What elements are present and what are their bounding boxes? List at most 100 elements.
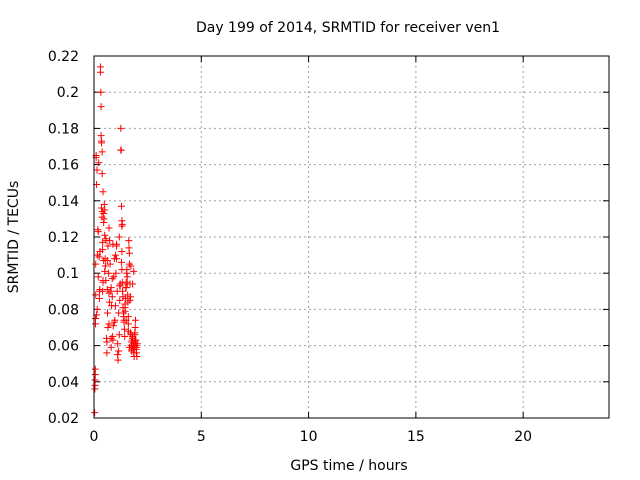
y-axis-label: SRMTID / TECUs: [6, 181, 22, 294]
data-point: [103, 349, 111, 357]
data-point: [125, 249, 133, 257]
data-point: [101, 267, 109, 275]
x-tick-label: 20: [514, 429, 532, 445]
data-point: [95, 295, 103, 303]
data-point: [133, 352, 141, 360]
data-point: [122, 316, 130, 324]
data-point: [116, 282, 124, 290]
data-point: [103, 257, 111, 265]
data-point: [131, 329, 139, 337]
data-point: [105, 320, 113, 328]
data-point: [104, 309, 112, 317]
data-point: [117, 202, 125, 210]
data-point: [97, 88, 105, 96]
data-point: [105, 298, 113, 306]
data-point: [96, 68, 104, 76]
data-point: [111, 302, 119, 310]
data-point: [99, 246, 107, 254]
data-point: [132, 345, 140, 353]
data-point: [101, 262, 109, 270]
data-point: [94, 273, 102, 281]
data-point: [99, 287, 107, 295]
data-point: [131, 336, 139, 344]
data-point: [121, 304, 129, 312]
data-point: [98, 148, 106, 156]
data-point: [129, 280, 137, 288]
data-point: [109, 322, 117, 330]
data-point: [124, 320, 132, 328]
data-point: [125, 260, 133, 268]
data-point: [105, 289, 113, 297]
data-point: [95, 253, 103, 261]
data-point: [91, 409, 99, 417]
data-point: [99, 238, 107, 246]
data-point: [122, 295, 130, 303]
data-point: [104, 242, 112, 250]
plot-area-border: [93, 55, 610, 419]
data-point: [98, 204, 106, 212]
data-point: [107, 343, 115, 351]
data-point: [114, 356, 122, 364]
data-point: [115, 331, 123, 339]
data-point: [124, 313, 132, 321]
data-point: [121, 333, 129, 341]
data-point: [103, 338, 111, 346]
data-point: [117, 258, 125, 266]
data-point: [133, 340, 141, 348]
data-point: [111, 251, 119, 259]
data-point: [108, 275, 116, 283]
data-point: [98, 208, 106, 216]
data-points: [91, 63, 141, 417]
data-point: [102, 235, 110, 243]
data-point: [101, 231, 109, 239]
data-point: [117, 146, 125, 154]
data-point: [125, 237, 133, 245]
data-point: [125, 343, 133, 351]
data-point: [115, 233, 123, 241]
data-point: [124, 327, 132, 335]
y-tick-label: 0.1: [57, 266, 79, 282]
data-point: [123, 266, 131, 274]
y-tick-label: 0.06: [48, 339, 79, 355]
data-point: [112, 269, 120, 277]
data-point: [117, 124, 125, 132]
data-point: [92, 314, 100, 322]
data-point: [110, 255, 118, 263]
data-point: [118, 220, 126, 228]
chart-title: Day 199 of 2014, SRMTID for receiver ven…: [196, 20, 500, 36]
y-tick-label: 0.2: [57, 85, 79, 101]
data-point: [106, 237, 114, 245]
y-tick-label: 0.02: [48, 411, 79, 427]
x-axis-label: GPS time / hours: [290, 458, 407, 474]
data-point: [116, 296, 124, 304]
data-point: [109, 240, 117, 248]
data-point: [95, 159, 103, 167]
data-point: [100, 215, 108, 223]
data-point: [107, 284, 115, 292]
x-tick-label: 0: [90, 429, 99, 445]
data-point: [122, 278, 130, 286]
data-point: [110, 273, 118, 281]
data-point: [120, 325, 128, 333]
data-point: [118, 247, 126, 255]
data-point: [126, 293, 134, 301]
data-point: [104, 324, 112, 331]
data-point: [113, 242, 121, 250]
y-tick-label: 0.22: [48, 49, 79, 65]
data-point: [99, 188, 107, 196]
data-point: [111, 316, 119, 324]
data-point: [127, 262, 135, 270]
data-point: [93, 305, 101, 313]
y-tick-label: 0.12: [48, 230, 79, 246]
data-point: [123, 273, 131, 281]
y-tick-label: 0.14: [48, 194, 79, 210]
data-point: [107, 334, 115, 342]
data-point: [94, 228, 102, 236]
data-point: [108, 293, 116, 301]
x-tick-label: 5: [197, 429, 206, 445]
axis-ticks: 0.02 0.04 0.06 0.08 0.1 0.12 0.14 0.16 0.18 0.2 0.…: [48, 49, 609, 445]
y-tick-label: 0.04: [48, 375, 79, 391]
data-point: [98, 170, 106, 178]
data-point: [97, 103, 105, 111]
